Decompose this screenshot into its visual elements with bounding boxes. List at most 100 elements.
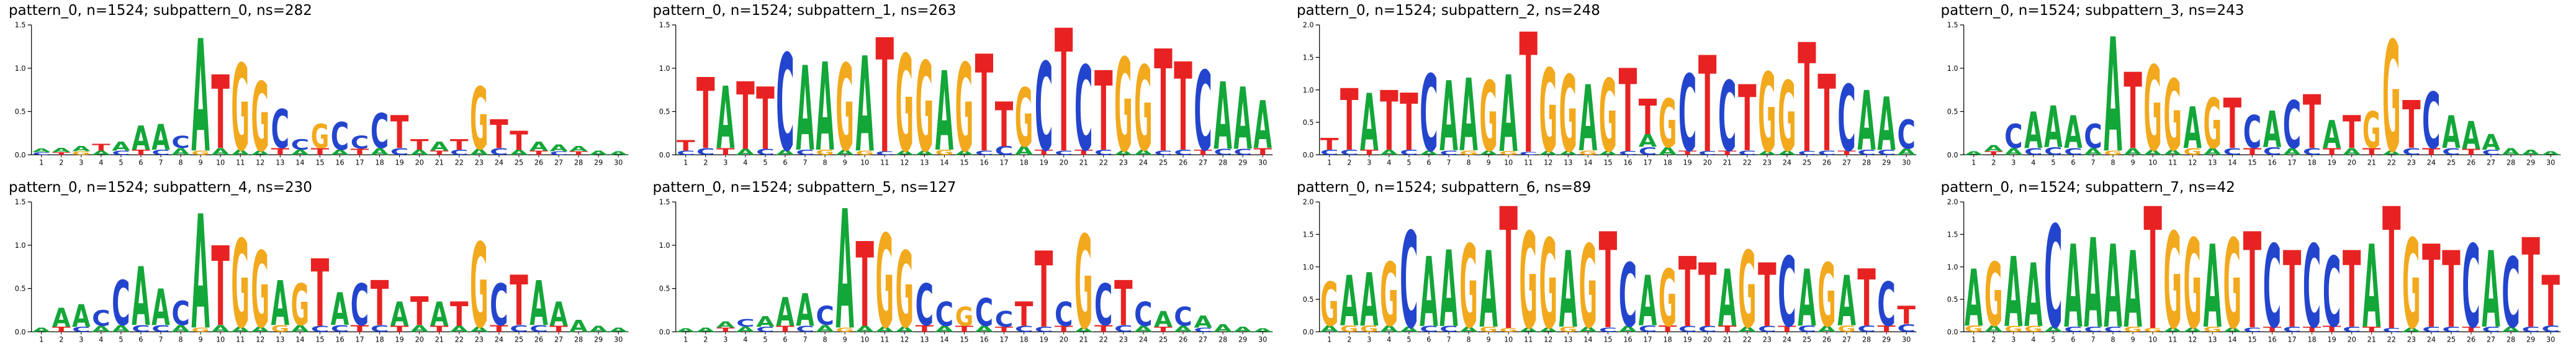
svg-text:10: 10 [216,336,225,344]
logo-letter-A: A [2342,146,2360,157]
panel-title: pattern_0, n=1524; subpattern_4, ns=230 [9,179,312,196]
logo-letter-A: A [875,325,894,334]
logo-letter-A: A [2024,101,2043,160]
logo-letter-C: C [2502,237,2520,350]
svg-text:29: 29 [2526,159,2535,167]
svg-text:20: 20 [1703,159,1712,167]
logo-letter-G: G [2163,59,2181,172]
svg-text:22: 22 [1099,159,1107,167]
logo-letter-G: G [2143,327,2161,333]
logo-letter-A: A [609,326,627,333]
logo-letter-T: T [490,112,508,158]
logo-letter-T: T [52,152,70,156]
logo-letter-A: A [1320,324,1339,334]
logo-letter-A: A [549,143,567,154]
logo-letter-C: C [1194,326,1212,333]
svg-text:1: 1 [1327,336,1331,344]
svg-text:18: 18 [1019,159,1028,167]
svg-text:2: 2 [1991,336,1996,344]
svg-text:7: 7 [158,336,163,344]
logo-letter-T: T [2223,84,2241,164]
logo-letter-T: T [1034,230,1052,351]
logo-letter-C: C [2422,325,2440,334]
logo-letter-T: T [2521,213,2539,351]
logo-letter-A: A [855,324,874,334]
logo-panel-1: pattern_0, n=1524; subpattern_1, ns=263 … [644,0,1288,177]
logo-letter-A: A [1964,253,1982,345]
svg-text:16: 16 [980,159,988,167]
logo-letter-A: A [2203,146,2221,157]
logo-letter-A: A [1214,322,1232,335]
svg-text:3: 3 [1367,336,1371,344]
logo-letter-C: C [1400,148,1418,157]
svg-text:29: 29 [1882,336,1891,344]
logo-letter-T: T [756,70,774,169]
logo-panel-6: pattern_0, n=1524; subpattern_6, ns=89 0… [1288,177,1932,354]
logo-letter-T: T [915,323,934,334]
svg-text:23: 23 [475,159,484,167]
logo-letter-A: A [2382,149,2400,156]
svg-text:27: 27 [1842,336,1851,344]
svg-text:27: 27 [1198,336,1207,344]
svg-text:17: 17 [2287,336,2296,344]
svg-text:10: 10 [2148,336,2157,344]
svg-text:26: 26 [1178,336,1187,344]
svg-text:6: 6 [783,159,787,167]
logo-letter-G: G [835,326,853,333]
logo-letter-T: T [2243,206,2261,351]
logo-letter-G: G [875,209,893,351]
svg-text:22: 22 [455,336,464,344]
logo-letter-A: A [2004,237,2022,349]
svg-text:27: 27 [2486,336,2495,344]
svg-text:12: 12 [256,159,264,167]
logo-letter-G: G [1539,214,1557,351]
logo-letter-C: C [1439,149,1457,157]
logo-panel-4: pattern_0, n=1524; subpattern_4, ns=230 … [0,177,644,354]
logo-letter-A: A [211,323,229,334]
logo-letter-C: C [1439,324,1457,334]
logo-letter-C: C [1877,269,1895,340]
logo-letter-A: A [589,149,607,156]
logo-letter-A: A [1599,150,1617,156]
svg-text:5: 5 [2051,336,2055,344]
logo-letter-T: T [1094,49,1113,174]
sequence-logo-plot: 0.0 0.5 1.0 1.5 1 2 3 4 5 6 7 8 9 10 11 12 13 14 15 16 17 18 1… [1939,21,2570,174]
svg-text:23: 23 [2407,336,2415,344]
logo-letter-T: T [1984,150,2004,156]
logo-letter-G: G [2223,214,2241,351]
logo-letter-G: G [2123,325,2141,334]
logo-letter-A: A [975,324,993,334]
svg-text:27: 27 [554,159,563,167]
svg-text:0.0: 0.0 [1303,151,1314,159]
logo-letter-C: C [2243,326,2261,334]
logo-letter-G: G [1134,42,1152,174]
svg-text:2: 2 [1347,336,1351,344]
logo-letter-C: C [1678,324,1696,334]
logo-letter-T: T [211,225,230,351]
logo-letter-A: A [171,323,189,334]
logo-letter-T: T [1360,148,1379,157]
svg-text:22: 22 [1743,336,1752,344]
logo-letter-A: A [1400,325,1418,334]
logo-letter-A: A [1074,326,1092,333]
logo-letter-A: A [1984,324,2003,334]
logo-letter-A: A [430,140,449,153]
logo-letter-C: C [112,268,130,340]
sequence-logo-plot: 0.0 0.5 1.0 1.5 1 2 3 4 5 6 7 8 9 10 11 12 13 14 15 16 17 18 1… [651,198,1282,351]
logo-letter-A: A [1619,324,1637,334]
svg-text:4: 4 [1387,336,1391,344]
svg-text:10: 10 [216,159,225,167]
logo-letter-A: A [736,147,755,157]
logo-letter-A: A [1380,324,1398,334]
svg-text:24: 24 [1783,336,1791,344]
logo-letter-T: T [410,289,429,335]
logo-letter-A: A [2104,222,2122,351]
svg-text:1.5: 1.5 [659,198,670,206]
logo-letter-A: A [1420,149,1439,157]
svg-text:3: 3 [1367,159,1371,167]
svg-text:7: 7 [2091,336,2095,344]
logo-letter-C: C [1320,148,1338,157]
svg-text:1.5: 1.5 [1303,230,1314,238]
logo-letter-C: C [351,133,369,153]
